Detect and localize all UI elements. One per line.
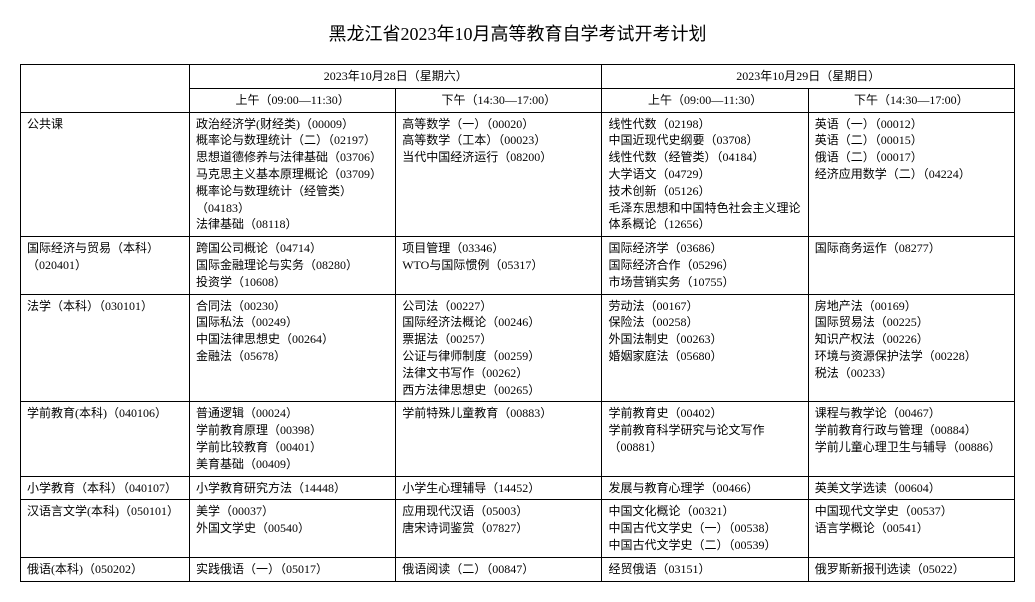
header-row-dates: 2023年10月28日（星期六） 2023年10月29日（星期日） <box>21 65 1015 89</box>
course-cell: 项目管理（03346） WTO与国际惯例（05317） <box>396 237 602 294</box>
major-cell: 俄语(本科)（050202） <box>21 557 190 581</box>
course-cell: 公司法（00227） 国际经济法概论（00246） 票据法（00257） 公证与… <box>396 294 602 402</box>
course-cell: 英语（一）（00012） 英语（二）（00015） 俄语（二）（00017） 经… <box>808 112 1014 237</box>
course-cell: 高等数学（一）（00020） 高等数学（工本）（00023） 当代中国经济运行（… <box>396 112 602 237</box>
major-cell: 学前教育(本科)（040106） <box>21 402 190 476</box>
table-row: 俄语(本科)（050202）实践俄语（一）（05017）俄语阅读（二）（0084… <box>21 557 1015 581</box>
header-session-1: 下午（14:30—17:00） <box>396 88 602 112</box>
course-cell: 普通逻辑（00024） 学前教育原理（00398） 学前比较教育（00401） … <box>189 402 395 476</box>
header-session-3: 下午（14:30—17:00） <box>808 88 1014 112</box>
course-cell: 发展与教育心理学（00466） <box>602 476 808 500</box>
course-cell: 学前教育史（00402） 学前教育科学研究与论文写作（00881） <box>602 402 808 476</box>
table-row: 学前教育(本科)（040106）普通逻辑（00024） 学前教育原理（00398… <box>21 402 1015 476</box>
header-blank <box>21 65 190 113</box>
course-cell: 俄罗斯新报刊选读（05022） <box>808 557 1014 581</box>
table-row: 汉语言文学(本科)（050101）美学（00037） 外国文学史（00540）应… <box>21 500 1015 557</box>
course-cell: 课程与教学论（00467） 学前教育行政与管理（00884） 学前儿童心理卫生与… <box>808 402 1014 476</box>
course-cell: 经贸俄语（03151） <box>602 557 808 581</box>
major-cell: 小学教育（本科）（040107） <box>21 476 190 500</box>
course-cell: 俄语阅读（二）（00847） <box>396 557 602 581</box>
table-row: 法学（本科）（030101）合同法（00230） 国际私法（00249） 中国法… <box>21 294 1015 402</box>
course-cell: 英美文学选读（00604） <box>808 476 1014 500</box>
course-cell: 学前特殊儿童教育（00883） <box>396 402 602 476</box>
course-cell: 应用现代汉语（05003） 唐宋诗词鉴赏（07827） <box>396 500 602 557</box>
table-row: 国际经济与贸易（本科）（020401）跨国公司概论（04714） 国际金融理论与… <box>21 237 1015 294</box>
course-cell: 国际经济学（03686） 国际经济合作（05296） 市场营销实务（10755） <box>602 237 808 294</box>
course-cell: 美学（00037） 外国文学史（00540） <box>189 500 395 557</box>
major-cell: 法学（本科）（030101） <box>21 294 190 402</box>
course-cell: 跨国公司概论（04714） 国际金融理论与实务（08280） 投资学（10608… <box>189 237 395 294</box>
header-date-0: 2023年10月28日（星期六） <box>189 65 602 89</box>
course-cell: 线性代数（02198） 中国近现代史纲要（03708） 线性代数（经管类）（04… <box>602 112 808 237</box>
page-title: 黑龙江省2023年10月高等教育自学考试开考计划 <box>20 20 1015 46</box>
course-cell: 劳动法（00167） 保险法（00258） 外国法制史（00263） 婚姻家庭法… <box>602 294 808 402</box>
header-date-1: 2023年10月29日（星期日） <box>602 65 1015 89</box>
course-cell: 中国文化概论（00321） 中国古代文学史（一）（00538） 中国古代文学史（… <box>602 500 808 557</box>
header-session-2: 上午（09:00—11:30） <box>602 88 808 112</box>
table-row: 小学教育（本科）（040107）小学教育研究方法（14448）小学生心理辅导（1… <box>21 476 1015 500</box>
header-session-0: 上午（09:00—11:30） <box>189 88 395 112</box>
course-cell: 房地产法（00169） 国际贸易法（00225） 知识产权法（00226） 环境… <box>808 294 1014 402</box>
table-row: 公共课政治经济学(财经类)（00009） 概率论与数理统计（二）（02197） … <box>21 112 1015 237</box>
major-cell: 汉语言文学(本科)（050101） <box>21 500 190 557</box>
course-cell: 合同法（00230） 国际私法（00249） 中国法律思想史（00264） 金融… <box>189 294 395 402</box>
major-cell: 公共课 <box>21 112 190 237</box>
course-cell: 中国现代文学史（00537） 语言学概论（00541） <box>808 500 1014 557</box>
course-cell: 国际商务运作（08277） <box>808 237 1014 294</box>
major-cell: 国际经济与贸易（本科）（020401） <box>21 237 190 294</box>
course-cell: 小学生心理辅导（14452） <box>396 476 602 500</box>
course-cell: 政治经济学(财经类)（00009） 概率论与数理统计（二）（02197） 思想道… <box>189 112 395 237</box>
course-cell: 实践俄语（一）（05017） <box>189 557 395 581</box>
schedule-table: 2023年10月28日（星期六） 2023年10月29日（星期日） 上午（09:… <box>20 64 1015 582</box>
course-cell: 小学教育研究方法（14448） <box>189 476 395 500</box>
